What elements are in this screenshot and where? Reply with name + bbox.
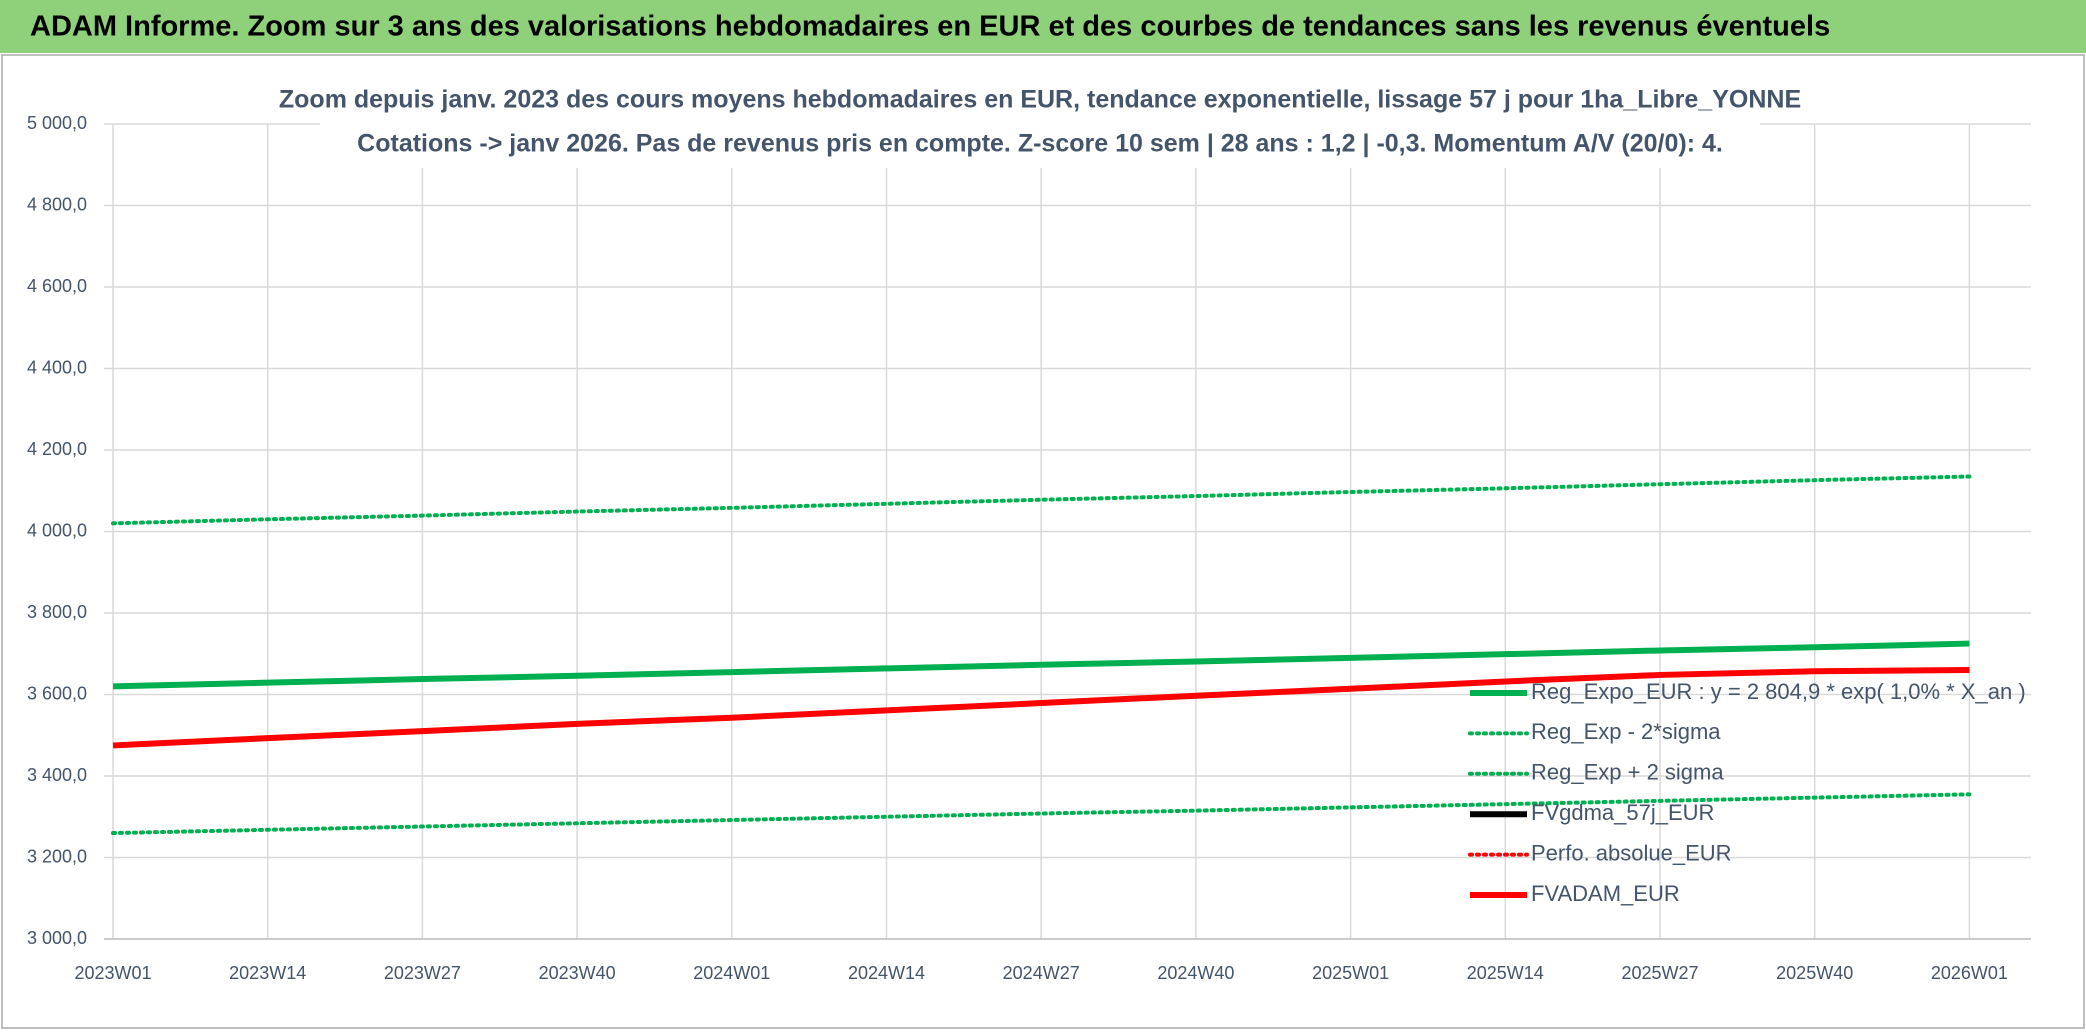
y-tick-label: 4 800,0 bbox=[27, 194, 87, 214]
series-line bbox=[112, 640, 1970, 690]
x-tick-label: 2023W14 bbox=[229, 963, 306, 983]
chart-border bbox=[1, 54, 2085, 1029]
chart: 3 000,0 3 200,0 3 400,0 3 600,0 3 800,0 4 000… bbox=[27, 80, 2031, 983]
y-tick-label: 5 000,0 bbox=[27, 113, 87, 133]
y-tick-label: 3 000,0 bbox=[27, 928, 87, 948]
x-tick-label: 2026W01 bbox=[1931, 963, 2008, 983]
header-band bbox=[0, 0, 2086, 53]
legend-label: Reg_Exp + 2 sigma bbox=[1531, 760, 1724, 785]
x-tick-label: 2024W14 bbox=[848, 963, 925, 983]
chart-title: Zoom depuis janv. 2023 des cours moyens … bbox=[279, 86, 1801, 114]
header-title: ADAM Informe. Zoom sur 3 ans des valoris… bbox=[30, 11, 1830, 43]
x-tick-label: 2024W27 bbox=[1003, 963, 1080, 983]
title-background bbox=[320, 80, 1760, 168]
legend-label: FVgdma_57j_EUR bbox=[1531, 800, 1714, 825]
y-tick-label: 4 600,0 bbox=[27, 276, 87, 296]
legend-label: Perfo. absolue_EUR bbox=[1531, 840, 1732, 865]
x-tick-label: 2023W01 bbox=[74, 963, 151, 983]
chart-subtitle: Cotations -> janv 2026. Pas de revenus p… bbox=[357, 130, 1723, 158]
series-line bbox=[112, 667, 1970, 749]
y-tick-label: 3 600,0 bbox=[27, 683, 87, 703]
x-tick-label: 2025W14 bbox=[1467, 963, 1544, 983]
legend-label: Reg_Expo_EUR : y = 2 804,9 * exp( 1,0% *… bbox=[1531, 679, 2026, 704]
x-tick-label: 2025W40 bbox=[1776, 963, 1853, 983]
y-tick-label: 4 400,0 bbox=[27, 357, 87, 377]
series-line bbox=[111, 474, 1972, 526]
y-tick-label: 4 200,0 bbox=[27, 439, 87, 459]
y-tick-label: 3 200,0 bbox=[27, 846, 87, 866]
x-tick-label: 2025W27 bbox=[1621, 963, 1698, 983]
x-tick-label: 2025W01 bbox=[1312, 963, 1389, 983]
legend-label: Reg_Exp - 2*sigma bbox=[1531, 719, 1721, 744]
x-tick-label: 2023W40 bbox=[539, 963, 616, 983]
x-tick-label: 2024W01 bbox=[693, 963, 770, 983]
legend-label: FVADAM_EUR bbox=[1531, 881, 1680, 906]
series-line bbox=[111, 792, 1972, 836]
y-tick-label: 3 400,0 bbox=[27, 765, 87, 785]
x-tick-label: 2024W40 bbox=[1157, 963, 1234, 983]
y-tick-label: 4 000,0 bbox=[27, 520, 87, 540]
y-tick-label: 3 800,0 bbox=[27, 602, 87, 622]
x-tick-label: 2023W27 bbox=[384, 963, 461, 983]
